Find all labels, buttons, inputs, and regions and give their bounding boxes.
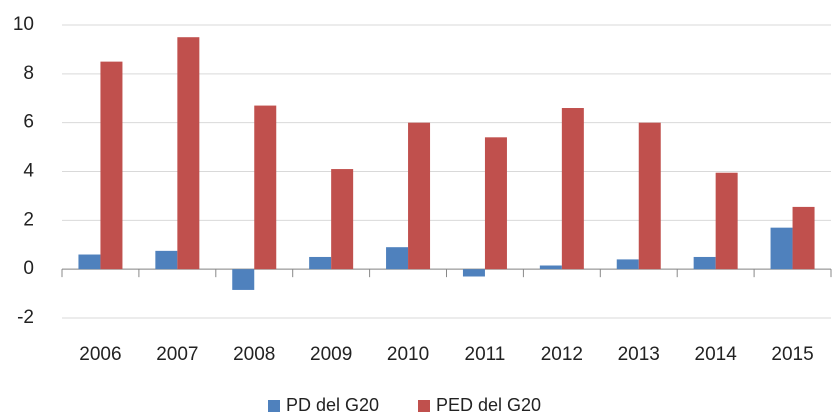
x-tick-label: 2011 (465, 344, 506, 365)
y-tick-label: 2 (23, 209, 34, 230)
bar (638, 122, 661, 270)
bar (693, 256, 716, 270)
bar (539, 265, 562, 270)
bar (561, 108, 584, 270)
bar (792, 206, 815, 270)
legend-swatch (268, 400, 280, 412)
legend-label: PD del G20 (286, 395, 379, 415)
legend-label: PED del G20 (436, 395, 541, 415)
y-tick-label: 0 (23, 258, 34, 279)
bar (462, 269, 485, 277)
x-tick-label: 2009 (310, 344, 352, 365)
y-tick-label: 8 (23, 63, 34, 84)
bar (386, 247, 409, 270)
y-tick-label: 10 (13, 14, 34, 35)
bar (484, 137, 507, 270)
bar (232, 269, 255, 290)
x-tick-label: 2007 (156, 344, 198, 365)
x-tick-label: 2015 (771, 344, 813, 365)
bar (100, 61, 123, 270)
bar (331, 169, 354, 270)
x-tick-label: 2008 (233, 344, 275, 365)
bar (715, 172, 738, 270)
bar (177, 37, 200, 270)
bar (408, 122, 431, 270)
x-tick-label: 2006 (79, 344, 121, 365)
x-tick-label: 2010 (387, 344, 429, 365)
bar (78, 254, 101, 270)
legend-swatch (418, 400, 430, 412)
x-tick-label: 2013 (618, 344, 660, 365)
x-tick-label: 2014 (695, 344, 738, 365)
y-tick-label: 6 (23, 112, 34, 133)
bar (254, 105, 277, 270)
bar (309, 256, 332, 270)
bar (155, 250, 178, 270)
y-tick-label: 4 (23, 161, 34, 182)
y-tick-label: -2 (17, 307, 34, 328)
x-tick-label: 2012 (541, 344, 583, 365)
bar (770, 227, 793, 270)
bar (616, 259, 639, 270)
